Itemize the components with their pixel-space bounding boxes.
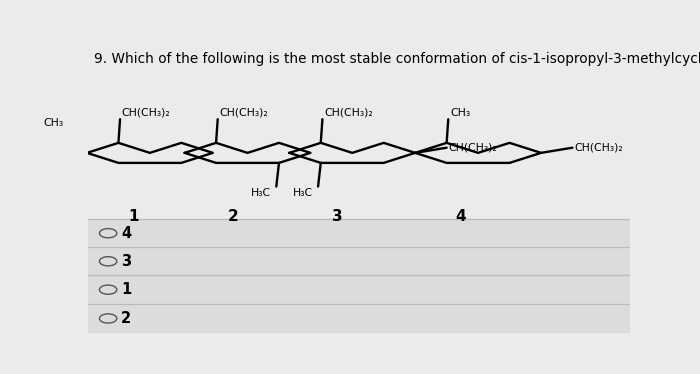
Text: CH(CH₃)₂: CH(CH₃)₂	[449, 143, 498, 153]
Text: CH(CH₃)₂: CH(CH₃)₂	[122, 108, 170, 118]
Text: 4: 4	[456, 209, 466, 224]
Text: CH₃: CH₃	[43, 118, 63, 128]
Text: H₃C: H₃C	[251, 188, 271, 198]
Text: 9. Which of the following is the most stable conformation of cis-1-isopropyl-3-m: 9. Which of the following is the most st…	[94, 52, 700, 66]
Text: CH(CH₃)₂: CH(CH₃)₂	[219, 108, 268, 118]
Text: 3: 3	[121, 254, 132, 269]
Bar	[88, 219, 630, 333]
Text: 1: 1	[128, 209, 139, 224]
Text: CH₃: CH₃	[450, 108, 470, 118]
Text: 1: 1	[121, 282, 132, 297]
Text: 3: 3	[332, 209, 342, 224]
Text: 2: 2	[121, 311, 132, 326]
Text: CH(CH₃)₂: CH(CH₃)₂	[324, 108, 373, 118]
Text: CH(CH₃)₂: CH(CH₃)₂	[575, 143, 624, 153]
Text: 4: 4	[121, 226, 132, 241]
Text: H₃C: H₃C	[293, 188, 313, 198]
Text: 2: 2	[228, 209, 238, 224]
